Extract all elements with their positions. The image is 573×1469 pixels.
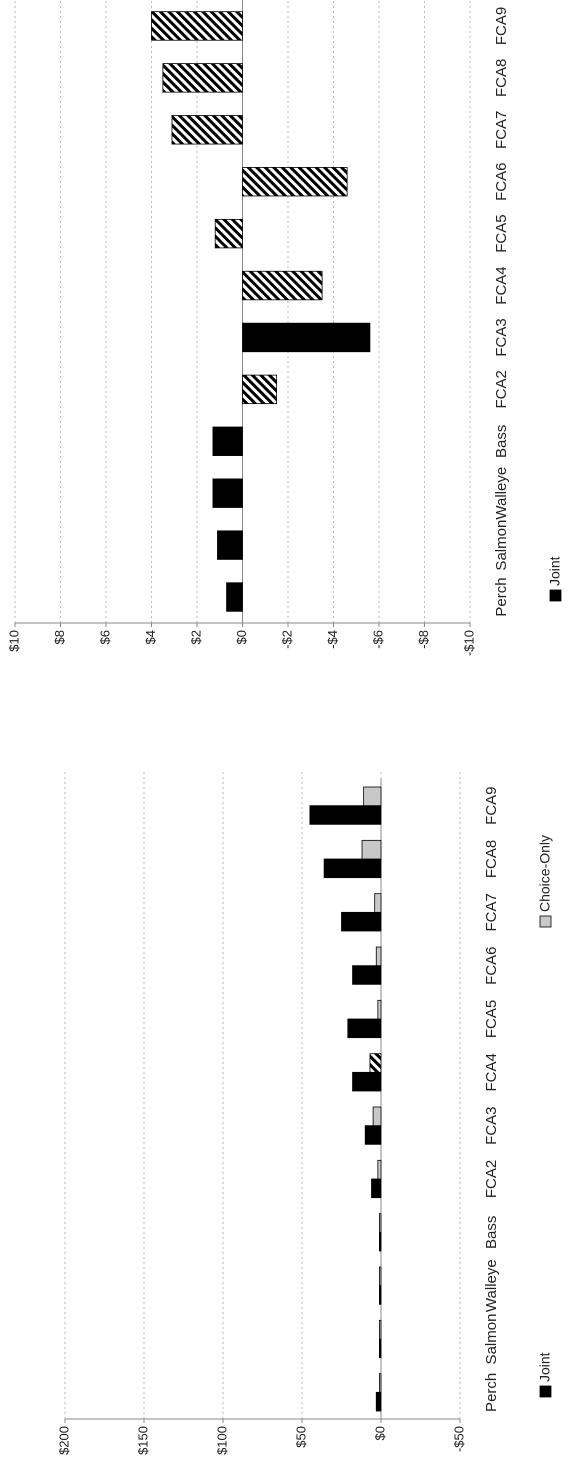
x-tick-label: FCA7 <box>483 893 500 931</box>
y-tick-label: -$8 <box>416 630 431 649</box>
bar <box>377 999 382 1020</box>
y-tick-label: -$2 <box>279 630 294 649</box>
y-tick-label: $50 <box>293 1426 308 1448</box>
bar <box>379 1319 382 1340</box>
bar <box>242 374 278 405</box>
bar <box>379 1338 382 1359</box>
bar <box>377 1159 382 1180</box>
x-tick-label: Salmon <box>483 1314 500 1365</box>
bar <box>379 1213 382 1233</box>
bar <box>217 530 243 560</box>
bar <box>379 1266 382 1287</box>
bar <box>171 115 243 145</box>
x-tick-label: Walleye <box>483 1259 500 1312</box>
x-tick-label: Salmon <box>493 520 510 571</box>
y-tick-label: -$4 <box>325 630 340 649</box>
bar <box>371 1178 382 1199</box>
x-tick-label: FCA7 <box>493 111 510 149</box>
y-tick-label: $10 <box>6 630 21 652</box>
bar <box>242 322 371 353</box>
y-tick-label: $2 <box>188 630 203 644</box>
y-tick-label: $4 <box>143 630 158 644</box>
y-tick-label: -$50 <box>451 1426 466 1452</box>
legend-swatch <box>549 589 562 602</box>
x-tick-label: FCA3 <box>483 1106 500 1144</box>
bar <box>323 858 382 879</box>
x-tick-label: FCA6 <box>493 163 510 201</box>
x-tick-label: FCA6 <box>483 946 500 984</box>
bar <box>151 11 243 41</box>
x-tick-label: FCA2 <box>483 1160 500 1198</box>
bar <box>364 1125 382 1145</box>
x-tick-label: FCA8 <box>483 840 500 878</box>
bar <box>369 1053 382 1073</box>
y-tick-label: -$6 <box>370 630 385 649</box>
bar <box>372 1106 382 1127</box>
bar <box>226 582 243 612</box>
bar <box>361 839 382 860</box>
bar <box>375 946 382 967</box>
bar <box>379 1373 382 1393</box>
bar <box>374 893 382 913</box>
chart: $10 $8 $6 $4 $2 $0 -$2 -$4 -$6 -$8 -$10 Perch Salmon… <box>6 0 563 656</box>
x-tick-label: Bass <box>483 1216 500 1249</box>
x-tick-label: FCA9 <box>483 786 500 824</box>
legend-label: Joint <box>537 1352 553 1382</box>
bar <box>242 270 323 301</box>
y-tick-label: -$10 <box>461 630 476 656</box>
x-tick-label: Perch <box>493 577 510 616</box>
bar <box>212 478 243 508</box>
x-tick-label: Walleye <box>493 467 510 520</box>
legend-label: Joint <box>547 556 563 586</box>
bar <box>352 1071 382 1092</box>
bar <box>341 911 382 932</box>
chart: $200 $150 $100 $50 $0 -$50 Perch Salmon Walleye B… <box>56 769 553 1455</box>
bar <box>214 218 243 249</box>
bar <box>375 1391 382 1412</box>
x-tick-label: Bass <box>493 425 510 458</box>
y-tick-label: $150 <box>135 1426 150 1455</box>
y-tick-label: $8 <box>52 630 67 644</box>
bar <box>347 1018 382 1039</box>
y-tick-label: $100 <box>214 1426 229 1455</box>
y-tick-label: $0 <box>372 1426 387 1440</box>
bar <box>363 786 382 807</box>
y-tick-label: $200 <box>56 1426 71 1455</box>
x-tick-label: FCA5 <box>493 214 510 252</box>
x-tick-label: FCA3 <box>493 318 510 356</box>
x-tick-label: FCA4 <box>493 266 510 304</box>
legend-swatch <box>539 915 552 928</box>
bar <box>379 1231 382 1252</box>
bar <box>309 805 382 825</box>
x-tick-label: FCA4 <box>483 1053 500 1091</box>
x-tick-label: FCA9 <box>493 7 510 45</box>
bar <box>242 167 348 197</box>
bar <box>162 63 243 93</box>
legend-swatch <box>539 1385 552 1398</box>
x-tick-label: FCA2 <box>493 370 510 408</box>
y-tick-label: $0 <box>234 630 249 644</box>
bar <box>212 426 243 456</box>
x-tick-label: FCA5 <box>483 1000 500 1038</box>
y-tick-label: $6 <box>97 630 112 644</box>
bar <box>352 965 382 985</box>
x-tick-label: FCA8 <box>493 59 510 97</box>
x-tick-label: Perch <box>483 1373 500 1412</box>
legend-label: Choice-Only <box>537 835 553 912</box>
bar <box>379 1285 382 1305</box>
